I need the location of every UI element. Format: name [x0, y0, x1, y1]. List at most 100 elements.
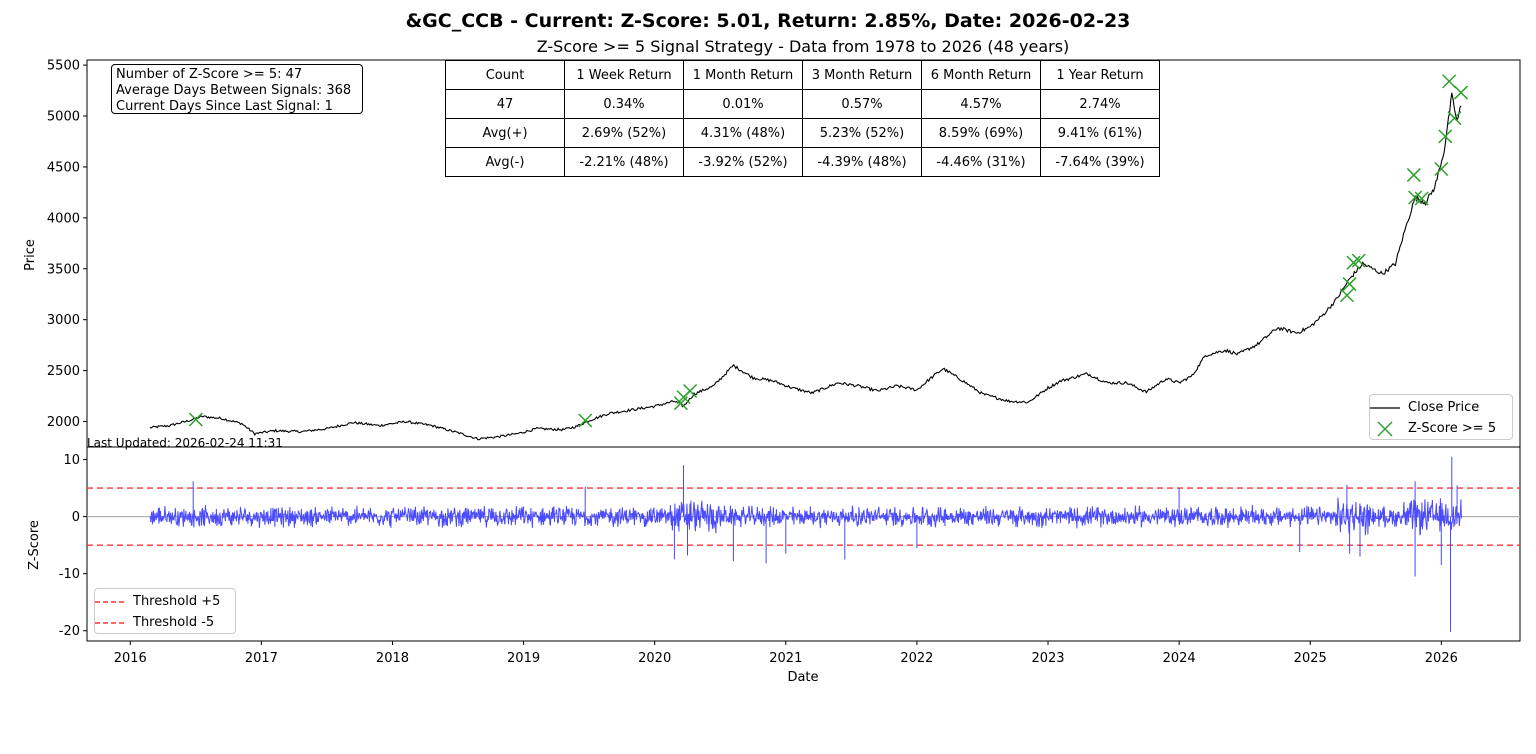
info-average-days: Average Days Between Signals: 368 — [116, 83, 352, 98]
price-y-label: Price — [23, 239, 38, 271]
price-y-tick-label: 5000 — [47, 110, 80, 125]
table-cell: 2.74% — [1040, 89, 1160, 119]
table-header-cell: Count — [445, 60, 565, 90]
signal-marker-stroke — [1346, 255, 1361, 270]
zscore-line — [149, 456, 1462, 632]
price-y-tick-label: 4000 — [47, 211, 80, 226]
x-tick-label: 2020 — [638, 651, 671, 666]
signal-marker-stroke — [1408, 190, 1423, 205]
date-x-axis: 2016 2017 2018 2019 2020 2021 2022 2023 2024 2025… — [114, 641, 1458, 666]
table-cell: Avg(+) — [445, 118, 565, 148]
zscore-panel-frame — [86, 446, 1521, 642]
signal-marker-stroke — [1438, 129, 1453, 144]
table-row: Avg(+) 2.69% (52%) 4.31% (48%) 5.23% (52… — [445, 118, 1160, 148]
signal-marker-stroke — [578, 413, 593, 428]
zscore-y-label: Z-Score — [27, 520, 42, 570]
table-cell: Avg(-) — [445, 147, 565, 177]
table-cell: -4.39% (48%) — [802, 147, 922, 177]
signal-marker — [1438, 129, 1453, 144]
signal-marker-stroke — [1434, 161, 1449, 177]
table-cell: -4.46% (31%) — [921, 147, 1041, 177]
info-signal-count: Number of Z-Score >= 5: 47 — [116, 67, 303, 82]
legend-label: Z-Score >= 5 — [1408, 421, 1497, 436]
table-cell: 2.69% (52%) — [564, 118, 684, 148]
signal-marker — [1351, 253, 1366, 268]
table-cell: -3.92% (52%) — [683, 147, 803, 177]
table-cell: 4.31% (48%) — [683, 118, 803, 148]
table-cell: -2.21% (48%) — [564, 147, 684, 177]
table-cell: 4.57% — [921, 89, 1041, 119]
x-tick-label: 2025 — [1294, 651, 1327, 666]
x-tick-label: 2017 — [245, 651, 278, 666]
signal-info-box: Number of Z-Score >= 5: 47 Average Days … — [111, 64, 363, 114]
signal-marker — [683, 383, 698, 399]
table-cell: 0.01% — [683, 89, 803, 119]
signal-marker-stroke — [1447, 111, 1462, 126]
legend-entry-signal: Z-Score >= 5 — [1370, 418, 1512, 439]
table-cell: 47 — [445, 89, 565, 119]
signal-marker-stroke — [1442, 74, 1457, 89]
legend-label: Threshold -5 — [133, 615, 215, 630]
close-price-line — [149, 92, 1462, 441]
table-row: Avg(-) -2.21% (48%) -3.92% (52%) -4.39% … — [445, 147, 1160, 177]
x-tick-label: 2018 — [376, 651, 409, 666]
legend-entry-threshold-minus: Threshold -5 — [95, 612, 235, 633]
info-days-since: Current Days Since Last Signal: 1 — [116, 99, 333, 114]
signal-marker — [1342, 277, 1357, 292]
x-tick-label: 2026 — [1425, 651, 1458, 666]
signal-marker-stroke — [1342, 277, 1357, 292]
price-y-tick-label: 4500 — [47, 160, 80, 175]
table-header-row: Count 1 Week Return 1 Month Return 3 Mon… — [445, 60, 1160, 90]
signal-marker-stroke — [188, 412, 203, 427]
dashed-line-icon — [95, 599, 125, 605]
x-tick-label: 2023 — [1031, 651, 1064, 666]
x-tick-label: 2022 — [900, 651, 933, 666]
signal-marker — [1442, 74, 1457, 89]
x-tick-label: 2019 — [507, 651, 540, 666]
table-cell: -7.64% (39%) — [1040, 147, 1160, 177]
signal-marker — [1414, 191, 1429, 206]
table-cell: 8.59% (69%) — [921, 118, 1041, 148]
zscore-legend: Threshold +5 Threshold -5 — [94, 588, 236, 634]
table-cell: 5.23% (52%) — [802, 118, 922, 148]
table-cell: 0.34% — [564, 89, 684, 119]
zscore-y-tick-label: 10 — [63, 453, 80, 468]
price-y-tick-label: 3000 — [47, 313, 80, 328]
table-header-cell: 3 Month Return — [802, 60, 922, 90]
legend-label: Threshold +5 — [133, 594, 221, 609]
table-header-cell: 1 Year Return — [1040, 60, 1160, 90]
dashed-line-icon — [95, 620, 125, 626]
x-tick-label: 2016 — [114, 651, 147, 666]
price-y-axis: 2000 2500 3000 3500 4000 4500 5000 5500 — [47, 59, 87, 430]
line-swatch-icon — [1370, 405, 1400, 411]
zscore-y-tick-label: -20 — [59, 624, 80, 639]
signal-marker-stroke — [1406, 168, 1421, 183]
price-y-tick-label: 2500 — [47, 364, 80, 379]
signal-marker — [1447, 111, 1462, 126]
legend-label: Close Price — [1408, 400, 1480, 415]
x-axis-label: Date — [787, 670, 818, 685]
chart-subtitle: Z-Score >= 5 Signal Strategy - Data from… — [536, 37, 1070, 56]
legend-entry-threshold-plus: Threshold +5 — [95, 591, 235, 612]
table-cell: 9.41% (61%) — [1040, 118, 1160, 148]
chart-title: &GC_CCB - Current: Z-Score: 5.01, Return… — [405, 10, 1131, 32]
signal-marker — [188, 412, 203, 427]
table-header-cell: 1 Month Return — [683, 60, 803, 90]
price-y-tick-label: 5500 — [47, 59, 80, 74]
signal-marker-stroke — [1339, 288, 1354, 303]
signal-marker-stroke — [683, 383, 698, 399]
signal-marker-stroke — [1351, 253, 1366, 268]
table-header-cell: 1 Week Return — [564, 60, 684, 90]
signal-marker — [1408, 190, 1423, 205]
table-header-cell: 6 Month Return — [921, 60, 1041, 90]
last-updated-text: Last Updated: 2026-02-24 11:31 — [87, 436, 283, 450]
signal-marker — [1453, 85, 1469, 100]
zscore-y-tick-label: 0 — [72, 510, 80, 525]
zscore-y-tick-label: -10 — [59, 567, 80, 582]
signal-markers — [188, 74, 1469, 428]
table-cell: 0.57% — [802, 89, 922, 119]
signal-marker — [1346, 255, 1361, 270]
x-tick-label: 2024 — [1163, 651, 1196, 666]
signal-marker — [1434, 161, 1449, 177]
